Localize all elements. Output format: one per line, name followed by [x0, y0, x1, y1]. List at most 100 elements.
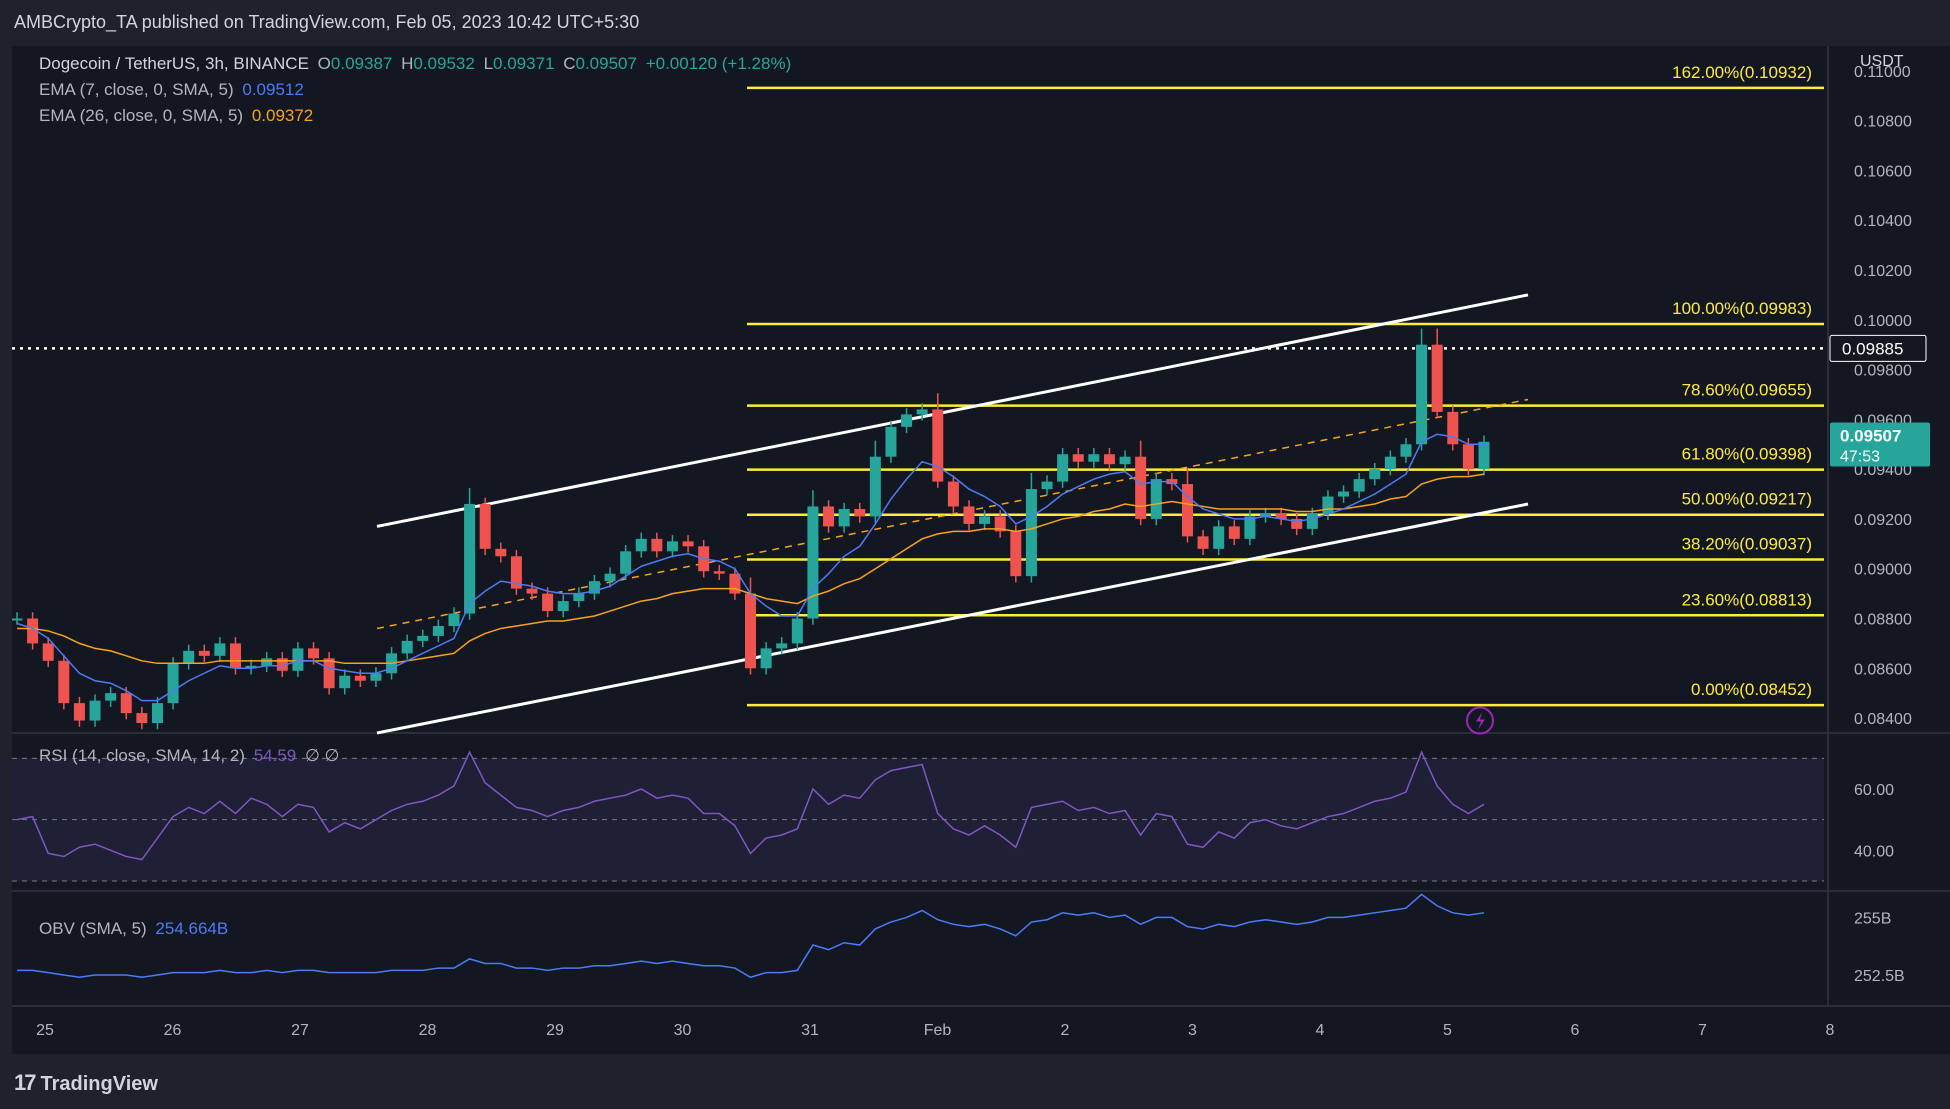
candle-body[interactable] — [1197, 536, 1209, 549]
candle-body[interactable] — [136, 713, 148, 724]
candle-body[interactable] — [1353, 479, 1365, 492]
candle-body[interactable] — [27, 618, 39, 644]
candle-body[interactable] — [1478, 441, 1490, 470]
candle-body[interactable] — [1291, 518, 1303, 529]
candle-body[interactable] — [979, 516, 991, 524]
candle-body[interactable] — [1384, 456, 1396, 470]
candle-body[interactable] — [1447, 411, 1459, 445]
candle-body[interactable] — [682, 541, 694, 547]
candle-body[interactable] — [573, 593, 585, 602]
candle-body[interactable] — [807, 506, 819, 619]
candle-body[interactable] — [1150, 479, 1162, 519]
candle-body[interactable] — [292, 648, 304, 671]
candle-body[interactable] — [464, 504, 476, 614]
candle-body[interactable] — [1322, 496, 1334, 514]
candle-body[interactable] — [105, 693, 117, 701]
candle-body[interactable] — [557, 601, 569, 612]
candle-body[interactable] — [604, 573, 616, 582]
ema7-label[interactable]: EMA (7, close, 0, SMA, 5) — [39, 80, 234, 99]
candle-body[interactable] — [526, 588, 538, 594]
candle-body[interactable] — [1025, 489, 1037, 577]
candle-body[interactable] — [776, 643, 788, 649]
candle-body[interactable] — [791, 618, 803, 644]
candle-body[interactable] — [745, 593, 756, 669]
candle-body[interactable] — [1416, 344, 1428, 445]
obv-label[interactable]: OBV (SMA, 5) — [39, 919, 147, 938]
candle-body[interactable] — [89, 700, 101, 721]
candle-body[interactable] — [1088, 454, 1100, 462]
candle-body[interactable] — [885, 426, 897, 457]
candle-body[interactable] — [760, 648, 772, 669]
candle-body[interactable] — [354, 675, 366, 681]
candle-body[interactable] — [1338, 491, 1350, 497]
candle-body[interactable] — [1244, 516, 1256, 539]
candle-body[interactable] — [183, 650, 195, 664]
candle-body[interactable] — [1072, 454, 1084, 462]
candle-body[interactable] — [1306, 513, 1318, 529]
candle-body[interactable] — [401, 640, 413, 654]
candle-body[interactable] — [229, 643, 241, 669]
candle-body[interactable] — [1275, 513, 1287, 519]
candle-body[interactable] — [947, 481, 959, 507]
rsi-line[interactable] — [16, 750, 1485, 861]
candle-body[interactable] — [1103, 454, 1115, 465]
candle-body[interactable] — [1462, 444, 1474, 470]
candle-body[interactable] — [12, 618, 23, 621]
ema7-line[interactable] — [16, 433, 1484, 702]
candle-body[interactable] — [1213, 526, 1225, 549]
candle-body[interactable] — [1181, 484, 1193, 537]
candle-body[interactable] — [73, 703, 85, 721]
ema26-label[interactable]: EMA (26, close, 0, SMA, 5) — [39, 106, 244, 125]
candle-body[interactable] — [1369, 469, 1381, 480]
tradingview-logo[interactable]: 17 TradingView — [14, 1070, 158, 1096]
candle-body[interactable] — [1135, 456, 1147, 519]
candle-body[interactable] — [963, 506, 975, 524]
candle-body[interactable] — [370, 673, 382, 681]
ema26-legend[interactable]: EMA (26, close, 0, SMA, 5) 0.09372 — [39, 106, 317, 126]
rsi-legend[interactable]: RSI (14, close, SMA, 14, 2) 54.59 ∅ ∅ — [39, 746, 343, 766]
candle-body[interactable] — [214, 643, 226, 656]
candle-body[interactable] — [276, 658, 288, 671]
channel-midline[interactable] — [376, 398, 1529, 630]
candle-body[interactable] — [1119, 456, 1131, 465]
channel-upper-line[interactable] — [376, 293, 1529, 528]
candle-body[interactable] — [542, 593, 554, 612]
candle-body[interactable] — [261, 658, 273, 666]
candle-body[interactable] — [198, 650, 210, 656]
candle-body[interactable] — [1228, 526, 1240, 539]
candle-body[interactable] — [932, 409, 944, 482]
obv-legend[interactable]: OBV (SMA, 5) 254.664B — [39, 919, 232, 939]
candle-body[interactable] — [120, 693, 132, 714]
chart-area[interactable]: USDT 0.11000 0.10800 0.10600 0.10400 0.10200 0… — [12, 46, 1950, 1054]
candle-body[interactable] — [1057, 454, 1069, 482]
candle-body[interactable] — [58, 660, 70, 704]
candle-body[interactable] — [901, 414, 913, 427]
candle-body[interactable] — [323, 658, 335, 689]
candle-body[interactable] — [635, 538, 647, 552]
candle-body[interactable] — [651, 538, 663, 552]
candle-body[interactable] — [823, 506, 835, 527]
candle-body[interactable] — [308, 648, 320, 659]
candle-body[interactable] — [339, 675, 351, 689]
candle-body[interactable] — [1041, 481, 1053, 490]
candle-body[interactable] — [245, 665, 257, 669]
candle-body[interactable] — [151, 703, 163, 724]
candle-body[interactable] — [479, 504, 491, 549]
ema7-legend[interactable]: EMA (7, close, 0, SMA, 5) 0.09512 — [39, 80, 308, 100]
candle-body[interactable] — [666, 541, 678, 552]
candle-body[interactable] — [1260, 513, 1272, 517]
candle-body[interactable] — [42, 643, 54, 661]
lightning-marker-icon[interactable] — [1466, 706, 1494, 735]
obv-line[interactable] — [17, 893, 1485, 979]
candle-body[interactable] — [510, 556, 522, 589]
candle-body[interactable] — [916, 409, 928, 415]
symbol-legend[interactable]: Dogecoin / TetherUS, 3h, BINANCE O0.0938… — [39, 54, 795, 74]
candle-body[interactable] — [1431, 344, 1443, 412]
candle-body[interactable] — [448, 613, 460, 626]
candle-body[interactable] — [1400, 444, 1412, 457]
candle-body[interactable] — [432, 625, 444, 636]
candle-body[interactable] — [417, 635, 429, 641]
candle-body[interactable] — [167, 663, 179, 704]
candle-body[interactable] — [994, 516, 1006, 532]
